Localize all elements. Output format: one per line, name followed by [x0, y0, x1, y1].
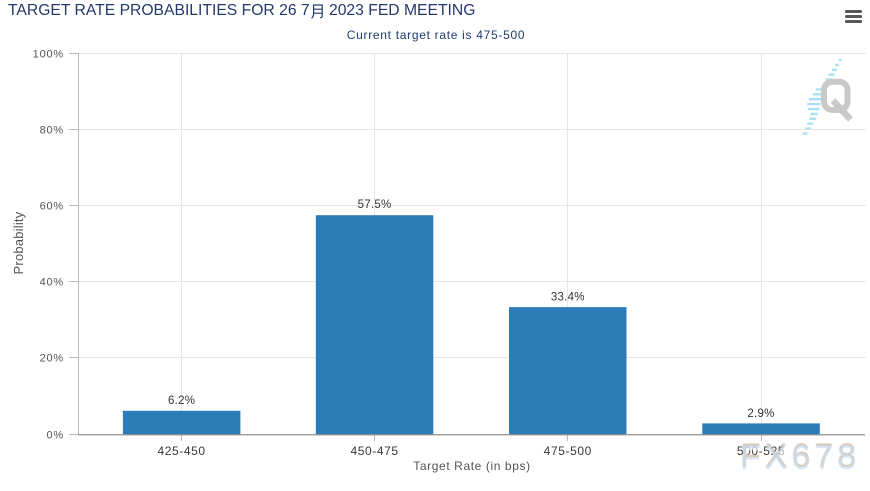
svg-text:Target Rate (in bps): Target Rate (in bps) — [413, 459, 530, 473]
svg-text:500-525: 500-525 — [737, 444, 785, 458]
svg-text:60%: 60% — [40, 201, 64, 213]
svg-text:425-450: 425-450 — [157, 444, 205, 458]
svg-text:6.2%: 6.2% — [168, 395, 195, 407]
svg-text:20%: 20% — [40, 353, 64, 365]
svg-text:40%: 40% — [40, 277, 64, 289]
svg-text:80%: 80% — [40, 125, 64, 137]
svg-text:450-475: 450-475 — [350, 444, 398, 458]
svg-text:33.4%: 33.4% — [551, 292, 585, 304]
svg-text:100%: 100% — [33, 49, 64, 61]
svg-text:2.9%: 2.9% — [747, 408, 774, 420]
svg-text:57.5%: 57.5% — [358, 199, 392, 211]
svg-text:475-500: 475-500 — [544, 444, 592, 458]
svg-text:0%: 0% — [47, 430, 65, 442]
svg-text:Probability: Probability — [11, 211, 26, 274]
